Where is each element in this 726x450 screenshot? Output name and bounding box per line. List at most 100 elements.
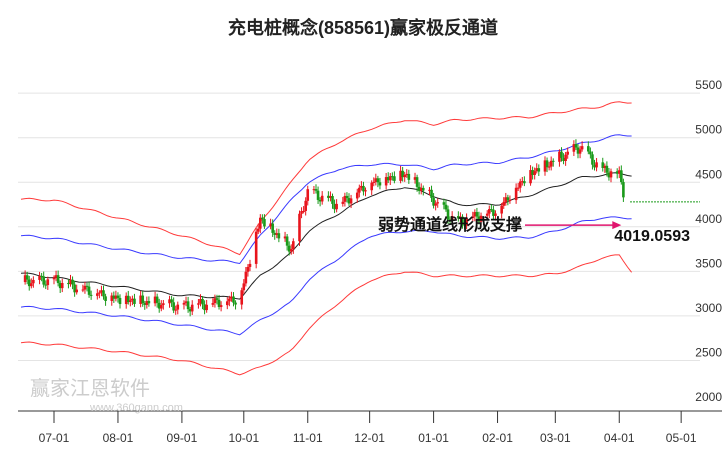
x-tick-label: 02-01 — [482, 431, 513, 445]
y-tick-label: 5500 — [695, 78, 722, 92]
candle — [228, 295, 231, 307]
candle — [487, 205, 491, 219]
candle — [69, 274, 72, 287]
candle — [306, 185, 310, 206]
candle — [205, 299, 208, 313]
candle — [42, 271, 45, 288]
candle — [372, 177, 376, 187]
candle — [277, 228, 281, 243]
candle — [446, 205, 450, 224]
candle — [162, 299, 165, 310]
candle — [593, 159, 596, 171]
y-tick-label: 5000 — [695, 123, 722, 137]
candle — [349, 194, 353, 209]
candle — [444, 199, 448, 212]
candle — [589, 147, 592, 159]
candle — [190, 300, 194, 316]
candle — [490, 204, 493, 213]
candle — [283, 231, 287, 242]
candle — [197, 299, 200, 309]
candle — [347, 193, 351, 206]
candle — [133, 293, 136, 307]
candle — [54, 270, 58, 282]
candle — [232, 292, 235, 307]
candle — [300, 207, 303, 219]
candle — [327, 191, 330, 202]
candle — [465, 213, 468, 230]
candle — [298, 210, 301, 246]
candle — [27, 275, 31, 291]
candle — [240, 287, 244, 310]
candle — [591, 151, 594, 170]
candle — [230, 291, 233, 302]
candle — [44, 280, 48, 290]
candle — [386, 172, 390, 184]
candle — [343, 192, 347, 207]
candle — [587, 141, 590, 155]
candle — [201, 296, 204, 310]
candle — [143, 300, 147, 310]
candle — [370, 180, 374, 196]
candle — [576, 144, 580, 159]
candle — [533, 167, 536, 180]
candle — [331, 193, 334, 209]
candle — [312, 186, 316, 194]
candle — [25, 271, 29, 285]
candle — [529, 165, 532, 186]
x-tick-label: 08-01 — [103, 431, 134, 445]
candle — [506, 194, 510, 206]
candle — [494, 210, 497, 221]
candle — [129, 296, 132, 307]
candle — [287, 241, 291, 256]
candle — [186, 296, 190, 313]
candle — [558, 149, 561, 167]
candle — [531, 166, 534, 180]
candle — [436, 198, 440, 208]
candle — [551, 158, 555, 167]
y-tick-label: 4000 — [695, 212, 722, 226]
candle — [184, 296, 188, 307]
candle — [547, 161, 551, 171]
candle — [514, 183, 518, 204]
candle — [211, 298, 215, 308]
candle — [217, 294, 221, 310]
candle — [399, 165, 402, 184]
candle — [403, 171, 407, 182]
candle — [199, 294, 202, 307]
candle — [203, 300, 206, 315]
candle — [318, 197, 322, 207]
candle — [622, 178, 625, 202]
candle — [246, 264, 250, 277]
candle — [434, 200, 437, 211]
mid-line — [20, 172, 632, 300]
upper-red-channel — [20, 101, 632, 256]
candle — [320, 191, 324, 205]
candle — [430, 185, 433, 202]
candle — [475, 207, 479, 221]
candle — [421, 185, 425, 196]
candle — [566, 147, 569, 159]
candle — [471, 211, 475, 222]
x-tick-label: 09-01 — [167, 431, 198, 445]
x-tick-label: 11-01 — [293, 431, 323, 445]
candle — [376, 175, 380, 188]
candle — [463, 219, 466, 230]
y-tick-label: 3500 — [695, 256, 722, 270]
candle — [87, 281, 91, 298]
candle — [259, 214, 262, 234]
candle — [256, 223, 260, 235]
x-tick-label: 01-01 — [418, 431, 449, 445]
candle — [269, 218, 272, 230]
candle — [261, 214, 264, 224]
candle — [609, 168, 613, 183]
candle — [615, 168, 619, 179]
watermark-url: www.360gann.com — [90, 402, 183, 414]
candle — [537, 164, 541, 177]
candle — [60, 278, 64, 293]
candle — [391, 172, 394, 181]
x-tick-label: 05-01 — [666, 431, 697, 445]
candle — [516, 182, 520, 191]
candle — [168, 295, 171, 308]
candle — [457, 211, 460, 222]
